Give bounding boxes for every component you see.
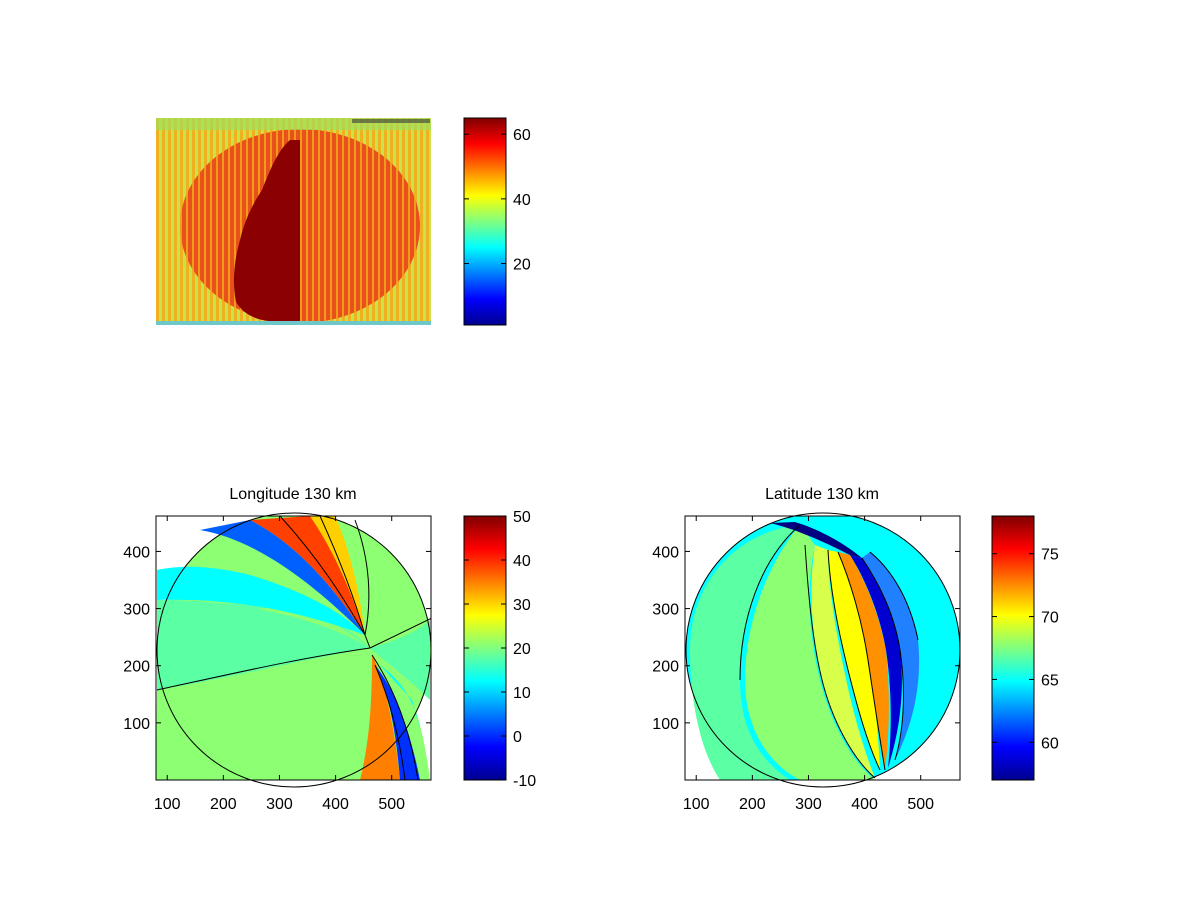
lon-region-red-band — [250, 516, 365, 635]
colorbar-3-tick-label: 70 — [1041, 610, 1059, 627]
lat-x-tick-label: 400 — [851, 796, 878, 813]
lat-region-orange — [838, 552, 889, 770]
lat-region-yellow — [828, 550, 880, 770]
latitude-plot — [686, 516, 960, 780]
colorbar-3-tick-label: 65 — [1041, 672, 1059, 689]
colorbar-2-tick-label: 50 — [513, 509, 531, 526]
lat-region-top-dark — [770, 522, 862, 558]
lon-x-ticks: 100 200 300 400 500 — [154, 516, 405, 813]
lon-contour-lines-lower — [371, 654, 419, 780]
colorbar-1-gradient — [463, 117, 507, 326]
lat-x-tick-label: 300 — [795, 796, 822, 813]
lon-x-tick-label: 400 — [322, 796, 349, 813]
longitude-plot — [156, 516, 431, 780]
image-header-marks — [352, 119, 430, 123]
lat-x-tick-label: 500 — [907, 796, 934, 813]
lat-y-tick-label: 100 — [652, 716, 679, 733]
lon-y-ticks: 100 200 300 400 — [123, 544, 431, 733]
lon-x-tick-label: 100 — [154, 796, 181, 813]
lon-y-tick-label: 100 — [123, 716, 150, 733]
lon-contour-lines — [156, 617, 431, 691]
lat-axes-box — [684, 515, 961, 781]
lon-x-tick-label: 300 — [266, 796, 293, 813]
colorbar-2-tick-label: 20 — [513, 641, 531, 658]
lat-region-yellowgreen — [811, 545, 875, 778]
colorbar-3: 60 65 70 75 — [991, 515, 1059, 781]
colorbar-3-tick-label: 75 — [1041, 547, 1059, 564]
colorbar-2-gradient — [463, 515, 507, 781]
lat-x-tick-label: 200 — [739, 796, 766, 813]
lon-y-tick-label: 400 — [123, 544, 150, 561]
image-dark-region — [233, 140, 300, 322]
colorbar-3-ticks: 60 65 70 75 — [992, 547, 1059, 752]
latitude-panel: Latitude 130 km 100 200 300 400 500 100 200 30… — [652, 486, 1059, 813]
colorbar-2-tick-label: 10 — [513, 685, 531, 702]
lon-y-tick-label: 200 — [123, 659, 150, 676]
colorbar-3-gradient — [991, 515, 1035, 781]
colorbar-2-ticks: -10 0 10 20 30 40 50 — [464, 509, 536, 790]
lat-y-ticks: 100 200 300 400 — [652, 544, 960, 733]
colorbar-3-tick-label: 60 — [1041, 735, 1059, 752]
image-bottom-band — [156, 321, 431, 325]
colorbar-2-tick-label: 0 — [513, 729, 522, 746]
lon-region-yellow-band — [310, 516, 365, 635]
lon-y-tick-label: 300 — [123, 602, 150, 619]
longitude-title: Longitude 130 km — [229, 486, 356, 503]
lat-x-ticks: 100 200 300 400 500 — [683, 516, 934, 813]
lat-region-lightblue — [862, 552, 920, 760]
colorbar-2: -10 0 10 20 30 40 50 — [463, 509, 536, 790]
lon-contour-lines-upper — [279, 516, 370, 636]
lat-region-left — [690, 525, 800, 780]
lat-y-tick-label: 400 — [652, 544, 679, 561]
lon-region-left-band — [157, 600, 370, 690]
lat-contour-lines — [739, 524, 886, 779]
colorbar-2-tick-label: 30 — [513, 597, 531, 614]
lon-region-blue-band — [200, 520, 365, 635]
lon-axes-box — [155, 515, 432, 781]
image-panel: 20 40 60 — [156, 117, 531, 326]
colorbar-1-ticks: 20 40 60 — [464, 127, 531, 274]
latitude-title: Latitude 130 km — [765, 486, 879, 503]
lon-x-tick-label: 500 — [378, 796, 405, 813]
lat-contour-lines-right — [861, 551, 919, 761]
lat-region-blue — [850, 555, 902, 768]
lon-x-tick-label: 200 — [210, 796, 237, 813]
colorbar-1-tick-label: 40 — [513, 192, 531, 209]
lon-region-right-band — [370, 620, 430, 700]
lat-y-tick-label: 200 — [652, 659, 679, 676]
longitude-panel: Longitude 130 km 100 200 300 400 500 1002003… — [123, 486, 536, 813]
lon-region-orange-lower — [360, 655, 400, 780]
lon-region-cyan-band — [157, 566, 365, 635]
colorbar-1: 20 40 60 — [463, 117, 531, 326]
colorbar-2-tick-label: -10 — [513, 773, 536, 790]
colorbar-2-tick-label: 40 — [513, 553, 531, 570]
lat-region-middle — [745, 525, 875, 780]
lat-y-tick-label: 300 — [652, 602, 679, 619]
image-plot — [156, 118, 431, 325]
colorbar-1-tick-label: 20 — [513, 257, 531, 274]
lat-x-tick-label: 100 — [683, 796, 710, 813]
colorbar-1-tick-label: 60 — [513, 127, 531, 144]
